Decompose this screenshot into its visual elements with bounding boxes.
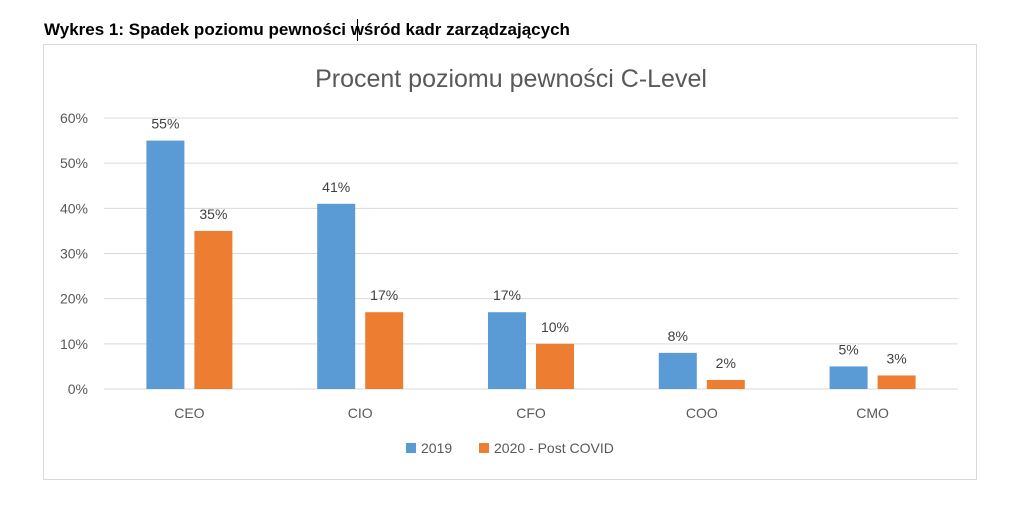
document-heading: Wykres 1: Spadek poziomu pewności wśród … (44, 20, 570, 39)
x-tick-label: CEO (174, 405, 204, 421)
y-tick-label: 50% (60, 155, 88, 171)
bar-cmo-series-2 (877, 375, 916, 389)
data-label: 2% (716, 355, 736, 371)
legend-swatch (479, 443, 489, 453)
chart-container[interactable]: Procent poziomu pewności C-Level 0% 10% 20… (43, 44, 977, 480)
legend-swatch (406, 443, 416, 453)
gridlines (104, 117, 958, 390)
bar-cio-series-1 (317, 203, 356, 389)
data-label: 5% (838, 341, 858, 357)
text-cursor (357, 19, 358, 41)
legend-label: 2019 (421, 440, 452, 456)
bar-cfo-series-2 (536, 343, 574, 389)
bar-ceo-series-2 (194, 230, 233, 389)
bar-cfo-series-1 (488, 312, 526, 389)
data-label: 17% (493, 287, 521, 303)
bar-chart: Procent poziomu pewności C-Level 0% 10% 20… (60, 65, 958, 456)
x-tick-label: CIO (348, 405, 373, 421)
data-label: 8% (668, 328, 688, 344)
bars (146, 140, 916, 389)
legend: 2019 2020 - Post COVID (406, 440, 614, 456)
y-axis-tick-labels: 0% 10% 20% 30% 40% 50% 60% (60, 110, 88, 397)
x-tick-label: CFO (516, 405, 546, 421)
x-tick-label: COO (686, 405, 718, 421)
data-label: 3% (886, 350, 906, 366)
bar-ceo-series-1 (146, 140, 185, 389)
legend-label: 2020 - Post COVID (494, 440, 614, 456)
x-tick-label: CMO (856, 405, 889, 421)
bar-cmo-series-1 (829, 366, 868, 389)
y-tick-label: 30% (60, 246, 88, 262)
x-axis-tick-labels: CEO CIO CFO COO CMO (174, 405, 889, 421)
y-tick-label: 10% (60, 336, 88, 352)
data-label: 35% (199, 206, 227, 222)
chart-title: Procent poziomu pewności C-Level (315, 65, 707, 93)
data-labels: 55% 35% 41% 17% 17% 10% 8% 2% 5% 3% (151, 116, 906, 371)
data-label: 41% (322, 179, 350, 195)
y-tick-label: 40% (60, 200, 88, 216)
bar-cio-series-2 (365, 312, 404, 389)
data-label: 55% (151, 116, 179, 132)
y-tick-label: 20% (60, 291, 88, 307)
bar-coo-series-1 (658, 352, 697, 389)
data-label: 17% (370, 287, 398, 303)
data-label: 10% (541, 319, 569, 335)
y-tick-label: 60% (60, 110, 88, 126)
bar-coo-series-2 (706, 379, 745, 389)
y-tick-label: 0% (68, 381, 88, 397)
